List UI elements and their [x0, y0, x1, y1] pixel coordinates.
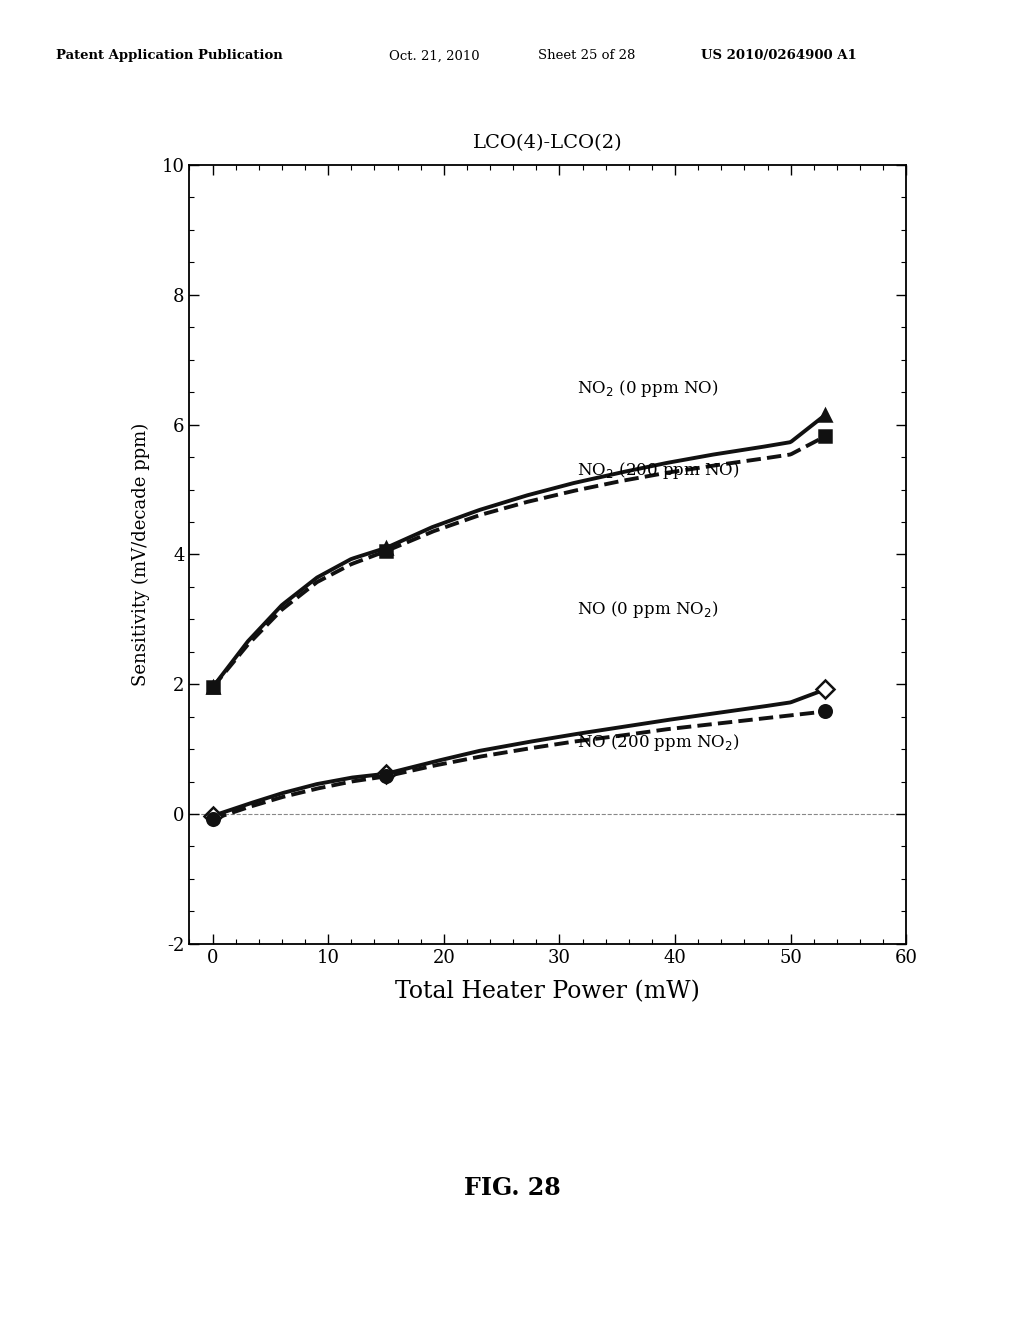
Text: Oct. 21, 2010: Oct. 21, 2010: [389, 49, 480, 62]
Text: US 2010/0264900 A1: US 2010/0264900 A1: [701, 49, 857, 62]
Text: NO (0 ppm NO$_2$): NO (0 ppm NO$_2$): [577, 599, 718, 620]
Text: NO (200 ppm NO$_2$): NO (200 ppm NO$_2$): [577, 733, 739, 754]
Text: NO$_2$ (0 ppm NO): NO$_2$ (0 ppm NO): [577, 379, 718, 400]
Y-axis label: Sensitivity (mV/decade ppm): Sensitivity (mV/decade ppm): [132, 422, 151, 686]
Title: LCO(4)-LCO(2): LCO(4)-LCO(2): [473, 135, 623, 152]
Text: NO$_2$ (200 ppm NO): NO$_2$ (200 ppm NO): [577, 459, 739, 480]
Text: Sheet 25 of 28: Sheet 25 of 28: [538, 49, 635, 62]
Text: FIG. 28: FIG. 28: [464, 1176, 560, 1200]
X-axis label: Total Heater Power (mW): Total Heater Power (mW): [395, 981, 700, 1003]
Text: Patent Application Publication: Patent Application Publication: [56, 49, 283, 62]
